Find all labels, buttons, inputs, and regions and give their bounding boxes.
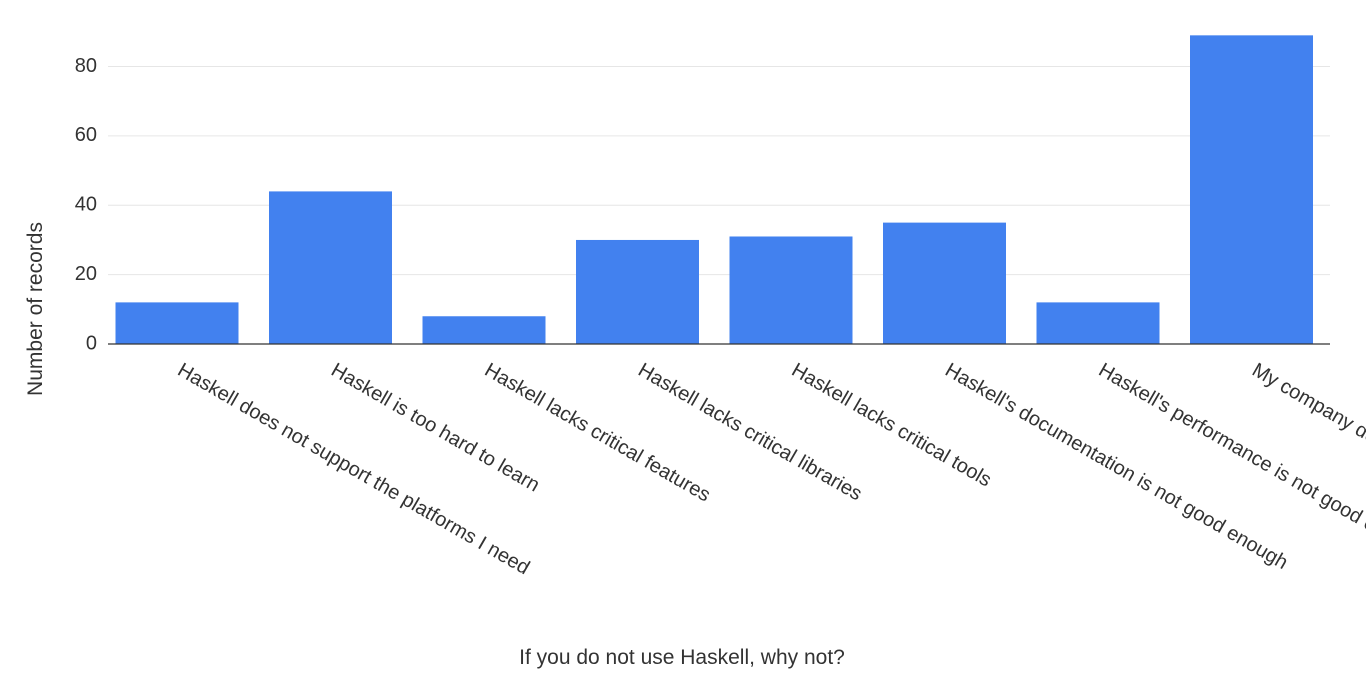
x-axis-title: If you do not use Haskell, why not?: [519, 646, 845, 669]
y-tick-label: 20: [75, 263, 97, 285]
y-tick-label: 60: [75, 124, 97, 146]
y-tick-labels: 0 20 40 60 80: [75, 55, 97, 354]
x-category-label: Haskell's documentation is not good enou…: [941, 359, 1291, 574]
bar-5: [883, 222, 1006, 344]
bar-7: [1190, 35, 1313, 345]
y-axis-title: Number of records: [24, 222, 47, 396]
bar-3: [576, 239, 699, 344]
bar-6: [1036, 302, 1160, 344]
bar-0: [115, 302, 239, 344]
bars: [115, 35, 1313, 345]
bar-2: [422, 316, 546, 344]
y-tick-label: 0: [86, 332, 97, 354]
bar-1: [269, 191, 392, 344]
x-category-labels: Haskell does not support the platforms I…: [174, 359, 1366, 579]
y-tick-label: 80: [75, 55, 97, 77]
y-tick-label: 40: [75, 194, 97, 216]
bar-4: [729, 236, 853, 344]
